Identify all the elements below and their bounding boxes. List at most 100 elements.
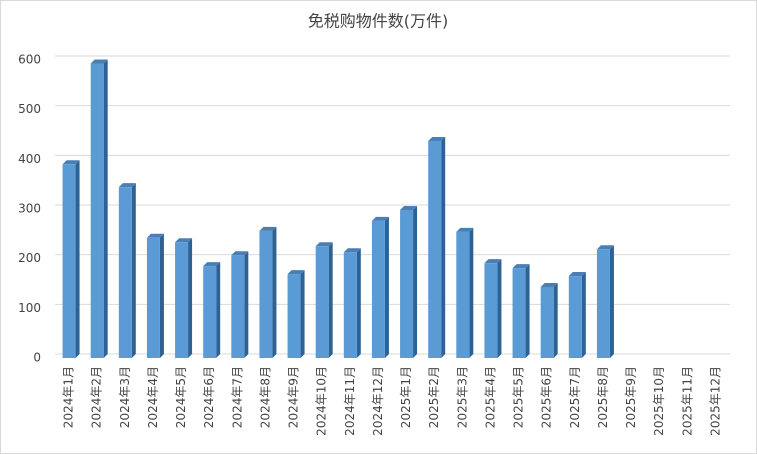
- x-tick-label: 2024年3月: [118, 366, 132, 428]
- y-tick-label: 100: [18, 301, 41, 315]
- bar-front: [259, 230, 273, 358]
- bar-top: [512, 264, 530, 269]
- x-tick-label: 2024年4月: [146, 366, 160, 428]
- y-tick-label: 400: [18, 152, 41, 166]
- x-tick-label: 2025年7月: [568, 366, 582, 428]
- bar-top: [62, 160, 80, 165]
- bar: [343, 248, 361, 358]
- bar-side: [553, 282, 558, 358]
- bar-front: [90, 63, 104, 359]
- bar-top: [90, 59, 108, 64]
- bar-side: [525, 264, 530, 358]
- bar-front: [231, 255, 245, 358]
- bar-side: [131, 183, 136, 358]
- x-tick-label: 2025年8月: [596, 366, 610, 428]
- bar-side: [216, 262, 221, 358]
- bar-side: [413, 205, 418, 358]
- y-tick-label: 500: [18, 102, 41, 116]
- bar-top: [400, 205, 418, 210]
- x-tick-label: 2025年2月: [427, 366, 441, 428]
- bar-top: [118, 183, 136, 188]
- x-tick-label: 2024年6月: [202, 366, 216, 428]
- x-tick-label: 2025年9月: [624, 366, 638, 428]
- y-tick-label: 200: [18, 251, 41, 265]
- bar: [315, 242, 333, 358]
- bar: [512, 264, 530, 358]
- bar-side: [356, 248, 361, 358]
- x-tick-label: 2025年1月: [399, 366, 413, 428]
- bar: [540, 282, 558, 358]
- bar-top: [287, 270, 305, 275]
- x-tick-label: 2024年11月: [343, 366, 357, 436]
- x-tick-label: 2024年12月: [371, 366, 385, 436]
- x-tick-label: 2024年5月: [174, 366, 188, 428]
- x-tick-label: 2024年10月: [315, 366, 329, 436]
- bar: [175, 238, 193, 358]
- x-tick-label: 2024年8月: [258, 366, 272, 428]
- bar-front: [428, 140, 442, 358]
- bar-front: [146, 237, 160, 358]
- bar-front: [456, 231, 470, 358]
- bar-top: [315, 242, 333, 247]
- bar-side: [75, 160, 80, 358]
- bar-side: [469, 227, 474, 358]
- bar-side: [609, 245, 614, 358]
- bar-side: [272, 226, 277, 358]
- bar-top: [175, 238, 193, 243]
- y-tick-label: 600: [18, 53, 41, 67]
- bar-front: [315, 246, 329, 358]
- x-tick-label: 2024年7月: [230, 366, 244, 428]
- bar-front: [118, 187, 132, 358]
- chart-title: 免税购物件数(万件): [308, 12, 449, 31]
- bar-side: [103, 59, 108, 359]
- bar: [568, 272, 586, 358]
- x-tick-label: 2025年4月: [483, 366, 497, 428]
- bar-top: [540, 282, 558, 287]
- bar-front: [371, 220, 385, 358]
- bar-side: [244, 251, 249, 358]
- bar-side: [300, 270, 305, 358]
- bar-side: [384, 216, 389, 358]
- bar-front: [540, 286, 554, 358]
- bar-side: [328, 242, 333, 358]
- bar-front: [512, 268, 526, 358]
- x-tick-label: 2025年6月: [540, 366, 554, 428]
- bar-top: [371, 216, 389, 221]
- bar: [118, 183, 136, 358]
- bar-side: [497, 259, 502, 358]
- bar-front: [175, 242, 189, 358]
- bar-top: [259, 226, 277, 231]
- bar-top: [231, 251, 249, 256]
- x-tick-label: 2025年12月: [708, 366, 722, 436]
- bar-front: [203, 266, 217, 358]
- bar: [484, 259, 502, 358]
- bar: [428, 136, 446, 358]
- bar-front: [568, 276, 582, 358]
- bar-top: [596, 245, 614, 250]
- x-tick-label: 2024年1月: [62, 366, 76, 428]
- x-tick-label: 2024年2月: [90, 366, 104, 428]
- x-tick-label: 2025年5月: [512, 366, 526, 428]
- bar-side: [581, 272, 586, 358]
- bar-front: [484, 263, 498, 358]
- bar: [371, 216, 389, 358]
- bar-top: [343, 248, 361, 253]
- x-tick-label: 2025年10月: [652, 366, 666, 436]
- y-tick-label: 300: [18, 202, 41, 216]
- bar-top: [456, 227, 474, 232]
- bar: [400, 205, 418, 358]
- bar: [146, 233, 164, 358]
- bar-front: [400, 209, 414, 358]
- bar-side: [188, 238, 193, 358]
- y-tick-label: 0: [33, 351, 41, 365]
- bar: [456, 227, 474, 358]
- bar-top: [484, 259, 502, 264]
- bar-front: [343, 252, 357, 358]
- bar-top: [146, 233, 164, 238]
- bar: [231, 251, 249, 358]
- bar-front: [596, 249, 610, 358]
- bar: [596, 245, 614, 358]
- bar-side: [159, 233, 164, 358]
- bar-top: [568, 272, 586, 277]
